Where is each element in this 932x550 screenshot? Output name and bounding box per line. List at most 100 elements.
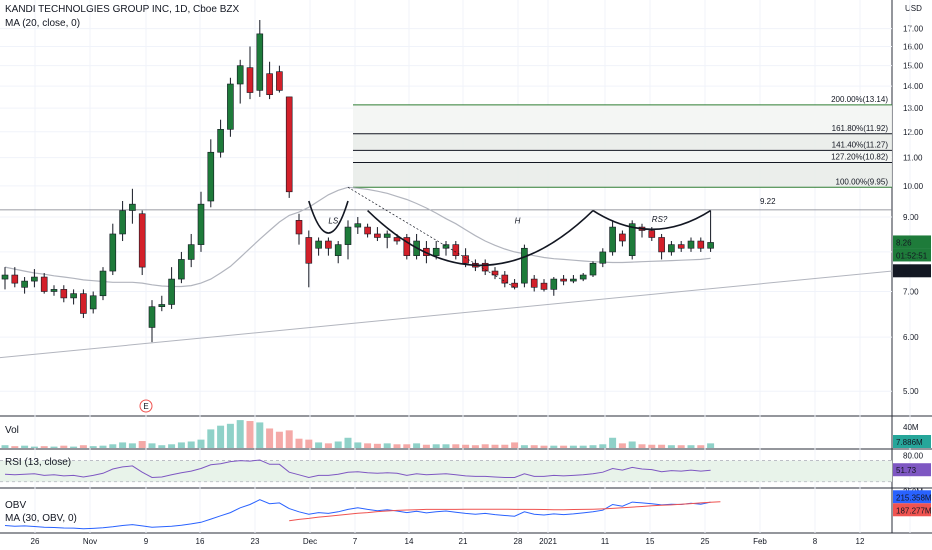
candle-body	[158, 304, 166, 307]
rsi-last-badge: 51.73	[896, 466, 917, 475]
x-tick-label: 7	[353, 537, 358, 546]
candle-body	[197, 203, 205, 245]
candle-body	[491, 270, 499, 276]
candle-body	[481, 262, 489, 272]
candle-body	[462, 255, 469, 264]
rsi-pane-label: RSI (13, close)	[5, 457, 72, 468]
candle-body	[50, 289, 58, 292]
neckline-value-label: 9.22	[760, 197, 776, 206]
candle-body	[148, 306, 156, 328]
y-tick-label: 11.00	[903, 154, 923, 163]
candle-body	[354, 223, 362, 228]
rsi-tick-label: 80.00	[903, 451, 924, 460]
obv-ma-last-badge: 187.277M	[896, 506, 932, 515]
volume-bar	[89, 446, 97, 448]
candle-body	[276, 71, 283, 91]
fib-zone	[353, 104, 892, 134]
right-shoulder-label: RS?	[652, 215, 668, 224]
y-tick-label: 5.00	[903, 387, 919, 396]
candle-body	[540, 282, 548, 290]
volume-bar	[383, 443, 391, 448]
vol-last-badge-bg	[893, 435, 931, 448]
candle-body	[217, 129, 224, 153]
support-trendline	[0, 270, 893, 359]
candle-body	[619, 233, 626, 242]
candle-body	[364, 226, 371, 235]
x-tick-label: 23	[251, 537, 260, 546]
fib-level-label: 161.80%(11.92)	[832, 124, 889, 133]
volume-bar	[266, 428, 274, 448]
volume-bar	[79, 445, 87, 448]
volume-bar	[315, 442, 323, 448]
candle-body	[11, 274, 19, 284]
volume-bar	[393, 444, 401, 448]
fib-level-label: 200.00%(13.14)	[831, 95, 888, 104]
candle-body	[1, 274, 9, 280]
volume-bar	[462, 444, 470, 448]
x-tick-label: 28	[514, 537, 523, 546]
volume-bar	[442, 444, 450, 448]
volume-bar	[60, 445, 68, 448]
earnings-marker	[139, 399, 153, 413]
x-tick-label: 8	[813, 537, 818, 546]
ma-value-badge: 7.83	[896, 267, 912, 276]
candle-body	[442, 244, 450, 249]
candle-body	[60, 289, 68, 299]
obv-ma-line	[289, 501, 721, 522]
volume-bar	[11, 446, 19, 448]
candle-body	[207, 151, 215, 202]
candle-body	[285, 96, 293, 193]
fib-level-label: 141.40%(11.27)	[832, 140, 889, 149]
volume-bar	[295, 438, 303, 448]
ma-legend: MA (20, close, 0)	[5, 18, 81, 29]
candle-body	[648, 230, 656, 238]
candle-body	[599, 251, 607, 264]
x-tick-label: 2021	[539, 537, 557, 546]
y-tick-label: 6.00	[903, 333, 919, 342]
volume-bar	[687, 445, 695, 448]
volume-bar	[364, 443, 372, 448]
candle-body	[178, 259, 185, 280]
volume-bar	[285, 430, 293, 448]
volume-bar	[520, 445, 528, 448]
x-tick-label: Nov	[83, 537, 97, 546]
candle-body	[295, 220, 303, 235]
volume-bar	[530, 445, 538, 448]
earnings-label: E	[143, 402, 148, 411]
volume-bar	[599, 444, 607, 448]
volume-bar	[403, 444, 411, 448]
volume-bar	[334, 441, 342, 448]
volume-bar	[609, 437, 617, 448]
x-tick-label: 26	[31, 537, 40, 546]
candle-body	[236, 65, 244, 85]
candle-body	[168, 278, 175, 305]
x-tick-label: 16	[196, 537, 205, 546]
candle-body	[374, 233, 381, 238]
volume-bar	[40, 446, 48, 448]
volume-bar	[138, 441, 146, 448]
candle-body	[521, 247, 528, 284]
x-tick-label: 12	[856, 537, 865, 546]
volume-bar	[432, 444, 440, 448]
y-tick-label: 10.00	[903, 182, 924, 191]
candle-body	[138, 213, 146, 268]
volume-bar	[109, 444, 117, 448]
candle-body	[334, 244, 342, 256]
volume-bar	[540, 445, 548, 448]
volume-bar	[501, 444, 509, 448]
x-tick-label: Feb	[753, 537, 767, 546]
y-tick-label: 16.00	[903, 43, 924, 52]
y-tick-label: 15.00	[903, 62, 924, 71]
candle-body	[432, 247, 440, 256]
candle-body	[609, 226, 616, 253]
countdown-badge: 01:52:51	[896, 251, 928, 260]
plot-background	[0, 0, 892, 550]
candle-body	[21, 280, 28, 288]
fib-zone	[353, 162, 892, 188]
volume-bar	[481, 444, 489, 448]
volume-bar	[618, 443, 626, 448]
descending-trendline	[347, 186, 515, 288]
volume-bar	[1, 445, 9, 448]
last-price-badge: 8.26	[896, 238, 912, 247]
